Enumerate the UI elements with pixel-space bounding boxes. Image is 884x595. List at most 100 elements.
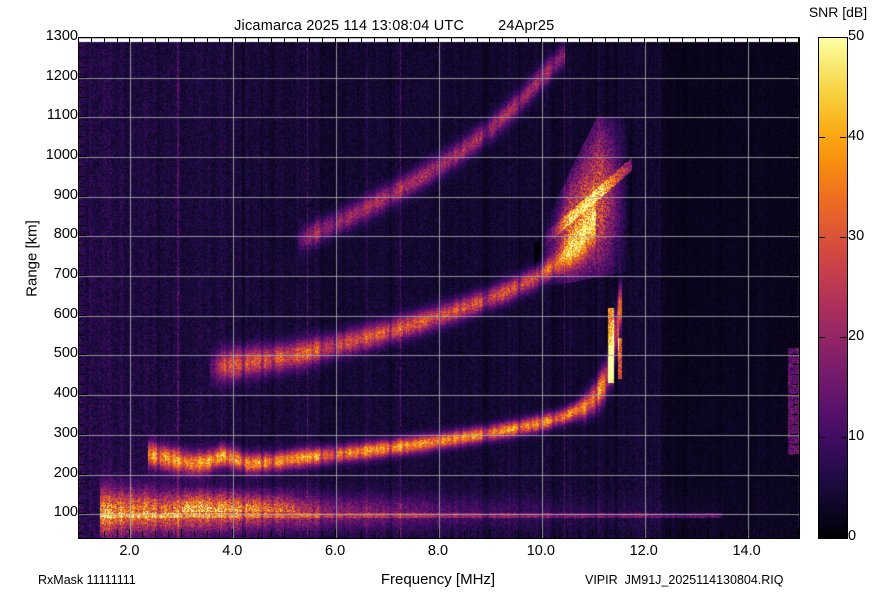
y-tick-label: 200 [53,464,78,481]
x-tick-mark-bottom [193,531,195,537]
y-tick-mark-left [79,285,84,287]
y-tick-mark-right [793,205,798,207]
x-tick-mark-top [180,38,182,46]
x-tick-label: 8.0 [427,543,449,559]
y-tick-mark-right [793,66,798,68]
x-tick-mark-top [438,38,439,46]
title-date: 24Apr25 [498,18,555,34]
x-tick-mark-top [258,38,259,44]
x-tick-mark-bottom [245,531,247,537]
y-tick-mark-left [79,225,84,227]
y-tick-mark-left [79,275,87,277]
x-tick-mark-bottom [232,529,234,537]
y-tick-mark-left [79,344,84,346]
x-tick-mark-bottom [309,531,311,537]
y-tick-label: 400 [53,385,78,402]
x-tick-mark-top [129,38,131,46]
y-tick-mark-right [793,265,798,267]
x-tick-mark-bottom [425,531,427,537]
y-tick-mark-left [79,463,84,465]
colorbar-tick-mark-right [840,537,846,538]
x-tick-mark-top [193,38,195,44]
colorbar-tick-mark-right [840,137,846,138]
x-tick-mark-bottom [618,531,619,537]
y-tick-mark-left [79,483,84,485]
x-tick-mark-top [450,38,452,44]
x-tick-mark-top [553,38,555,44]
y-tick-mark-left [79,324,84,326]
x-tick-mark-top [360,38,362,44]
ionogram-plot [78,37,800,539]
y-tick-label: 1100 [46,107,78,124]
y-tick-mark-right [793,215,798,217]
x-tick-mark-bottom [476,531,478,537]
x-tick-mark-bottom [373,531,375,537]
y-tick-label: 1200 [45,67,78,84]
x-tick-mark-top [720,38,722,44]
y-tick-mark-left [79,503,84,505]
y-tick-mark-right [793,46,798,48]
y-tick-mark-right [793,364,798,366]
x-tick-mark-top [656,38,658,44]
y-tick-mark-right [793,523,798,525]
y-tick-mark-right [790,235,798,237]
y-tick-mark-left [79,126,84,128]
y-tick-mark-right [790,156,798,158]
x-tick-mark-bottom [283,529,285,537]
x-tick-mark-bottom [746,529,748,537]
x-tick-mark-top [463,38,465,44]
y-tick-mark-right [790,394,798,396]
x-tick-mark-top [335,38,337,46]
x-tick-mark-top [579,38,581,44]
y-tick-mark-left [79,265,84,267]
y-tick-mark-right [793,324,798,326]
x-tick-mark-bottom [450,531,452,537]
x-tick-mark-bottom [129,529,131,537]
y-tick-mark-left [79,235,87,237]
x-tick-mark-bottom [798,529,799,537]
x-tick-mark-bottom [322,531,324,537]
y-tick-label: 700 [53,266,78,283]
y-tick-mark-left [79,513,87,515]
y-tick-mark-left [79,245,84,247]
y-tick-mark-right [793,493,798,495]
y-tick-mark-right [793,86,798,88]
x-tick-mark-top [386,38,388,46]
y-tick-mark-left [79,76,87,78]
x-tick-mark-bottom [772,531,774,537]
y-tick-mark-right [790,473,798,475]
x-tick-mark-top [283,38,285,46]
colorbar-tick-mark-left [819,137,825,138]
x-tick-mark-top [669,38,671,44]
x-tick-mark-bottom [695,529,697,537]
y-tick-mark-right [793,443,798,445]
y-tick-mark-right [793,503,798,505]
x-tick-mark-top [425,38,427,44]
x-tick-mark-bottom [566,531,568,537]
x-tick-mark-top [103,38,105,44]
x-tick-mark-top [412,38,414,44]
y-tick-mark-left [79,195,87,197]
y-tick-mark-right [790,433,798,435]
y-tick-mark-right [793,413,798,415]
x-tick-mark-top [528,38,529,44]
y-tick-mark-left [79,423,84,425]
x-tick-label: 4.0 [222,543,243,559]
y-tick-mark-left [79,86,84,88]
y-tick-mark-left [79,165,84,167]
y-tick-mark-left [79,116,87,118]
y-tick-mark-right [793,56,798,58]
y-tick-mark-left [79,304,84,306]
y-tick-mark-left [79,205,84,207]
y-tick-mark-left [79,96,84,98]
x-tick-mark-top [643,38,645,46]
y-tick-mark-right [793,384,798,386]
y-tick-label: 100 [53,504,78,521]
x-tick-mark-bottom [669,531,671,537]
x-tick-mark-top [232,38,234,46]
y-tick-mark-left [79,533,84,535]
y-tick-mark-right [793,255,798,257]
x-tick-mark-bottom [733,531,735,537]
x-tick-mark-top [515,38,517,44]
x-axis-label: Frequency [MHz] [380,571,496,588]
